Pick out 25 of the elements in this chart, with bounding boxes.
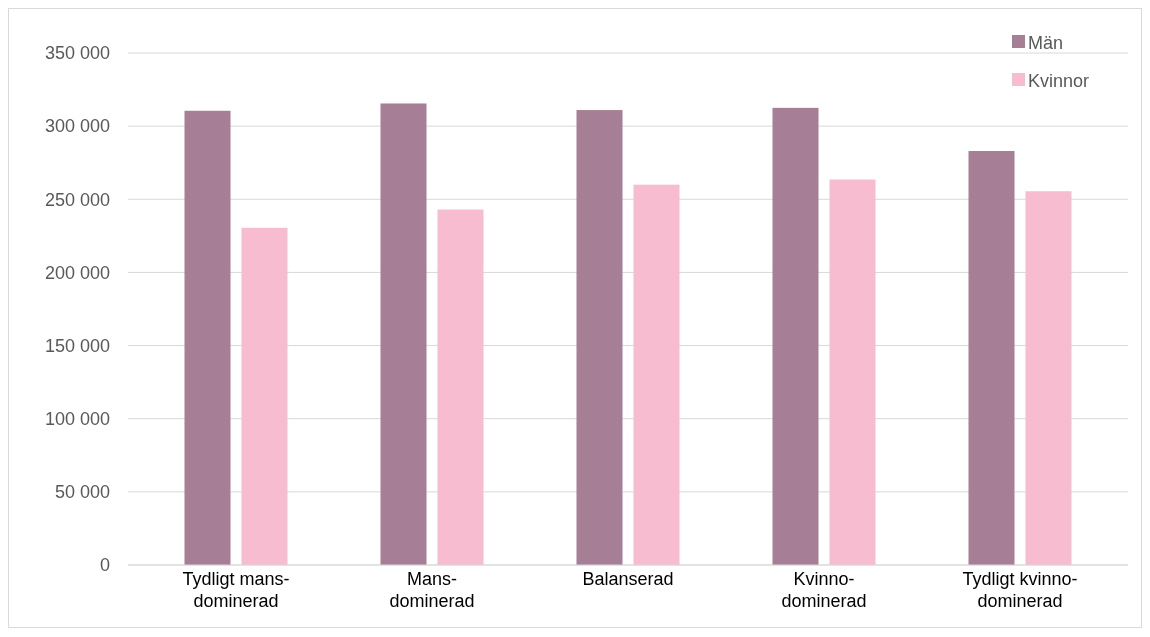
x-tick-label: Mans- dominerad [389, 569, 475, 611]
y-tick-label: 200 000 [44, 262, 110, 283]
y-tick-label: 250 000 [44, 189, 110, 210]
legend-label: Män [1028, 33, 1064, 54]
y-tick-label: 50 000 [54, 482, 110, 503]
bar [829, 179, 876, 565]
bar [437, 209, 484, 565]
bar [772, 107, 819, 565]
y-tick-label: 350 000 [44, 43, 110, 64]
x-tick-label: Kvinno- dominerad [781, 569, 867, 611]
x-tick-label: Tydligt mans- dominerad [182, 569, 290, 611]
y-tick-label: 300 000 [44, 116, 110, 137]
y-tick-label: 150 000 [44, 335, 110, 356]
bar [380, 103, 427, 565]
bar [576, 110, 623, 565]
bar [633, 184, 680, 565]
legend-label: Kvinnor [1028, 71, 1090, 92]
bar [1025, 191, 1072, 565]
x-tick-label: Balanserad [582, 569, 674, 589]
y-tick-label: 0 [99, 555, 110, 576]
bar [184, 110, 231, 565]
y-tick-label: 100 000 [44, 409, 110, 430]
bar [241, 227, 288, 565]
bar [968, 151, 1015, 565]
x-tick-label: Tydligt kvinno- dominerad [962, 569, 1078, 611]
